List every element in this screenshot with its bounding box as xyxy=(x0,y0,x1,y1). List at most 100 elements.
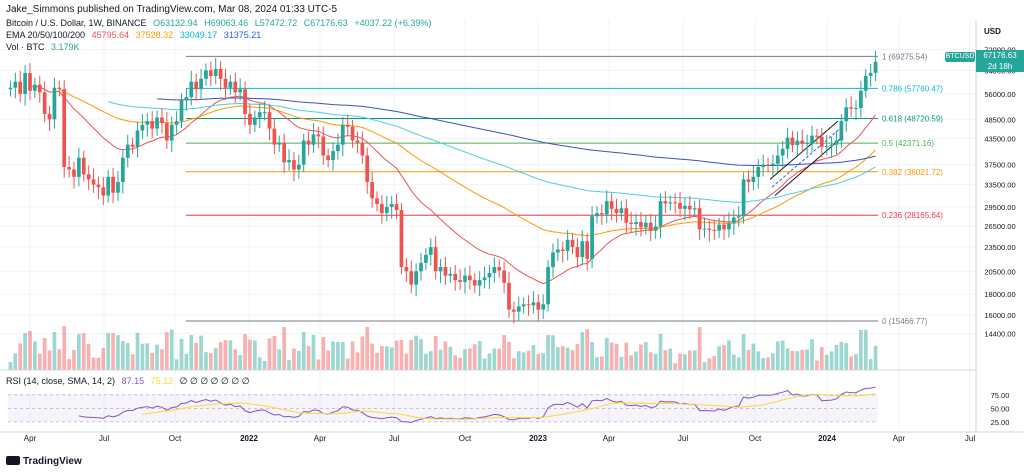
time-tick-label: 2024 xyxy=(818,434,836,443)
volume-bars xyxy=(8,326,878,370)
ohlc-close: C67176.63 xyxy=(303,18,348,28)
volume-bar xyxy=(179,339,184,370)
volume-bar xyxy=(316,359,321,370)
candle-body xyxy=(873,61,878,73)
volume-bar xyxy=(614,343,619,370)
volume-bar xyxy=(766,357,770,370)
volume-bar xyxy=(150,352,155,370)
candle-body xyxy=(458,280,462,282)
volume-bar xyxy=(360,336,365,370)
candle-body xyxy=(262,112,267,114)
volume-bar xyxy=(800,349,805,370)
price-tick-label: 16000.00 xyxy=(984,311,1015,320)
ema200-line xyxy=(157,97,876,166)
rsi-label: RSI (14, close, SMA, 14, 2) xyxy=(6,376,116,386)
ema50-line xyxy=(59,88,876,237)
volume-bar xyxy=(384,346,389,370)
candle-body xyxy=(208,70,213,76)
candle-body xyxy=(771,163,775,166)
volume-bar xyxy=(72,349,76,370)
volume-bar xyxy=(575,343,580,370)
candle-body xyxy=(360,142,365,156)
volume-bar xyxy=(135,332,140,370)
candle-body xyxy=(727,223,731,230)
candle-body xyxy=(238,89,243,93)
candle-body xyxy=(536,302,541,310)
volume-bar xyxy=(257,357,262,370)
volume-bar xyxy=(551,335,555,370)
volume-bar xyxy=(287,360,291,370)
candle-body xyxy=(150,121,155,129)
volume-bar xyxy=(228,340,233,370)
volume-bar xyxy=(233,349,238,370)
volume-bar xyxy=(507,342,511,370)
candle-body xyxy=(316,134,321,137)
candle-body xyxy=(819,136,824,147)
tradingview-footer[interactable]: TradingView xyxy=(6,456,82,467)
time-tick-label: Apr xyxy=(24,434,37,443)
rsi-placeholders: ∅ ∅ ∅ ∅ ∅ ∅ ∅ xyxy=(179,376,250,386)
volume-bar xyxy=(252,340,257,370)
candle-body xyxy=(463,275,467,282)
candle-body xyxy=(91,179,96,185)
candle-body xyxy=(795,140,800,146)
candle-body xyxy=(321,136,326,156)
volume-bar xyxy=(267,338,272,370)
candle-body xyxy=(233,81,238,93)
candle-body xyxy=(194,81,199,90)
candle-body xyxy=(101,187,106,196)
candle-body xyxy=(868,72,873,76)
candle-body xyxy=(370,181,374,199)
time-tick-label: Oct xyxy=(749,434,762,443)
rsi-legend[interactable]: RSI (14, close, SMA, 14, 2) 87.15 75.12 … xyxy=(6,376,254,387)
rsi-tick-label: 50.00 xyxy=(991,404,1010,413)
candle-body xyxy=(834,140,839,145)
volume-bar xyxy=(199,335,203,370)
candle-body xyxy=(482,277,487,281)
volume-bar xyxy=(340,342,345,370)
candle-body xyxy=(419,262,423,272)
ema-legend[interactable]: EMA 20/50/100/200 45795.64 37528.32 3304… xyxy=(6,30,265,41)
candle-body xyxy=(394,204,399,211)
volume-bar xyxy=(145,343,150,370)
candle-body xyxy=(526,304,531,306)
volume-bar xyxy=(160,349,164,370)
volume-bar xyxy=(502,335,506,370)
candle-body xyxy=(697,208,702,230)
candle-body xyxy=(683,205,687,209)
volume-bar xyxy=(438,349,443,370)
volume-bar xyxy=(13,353,18,370)
candle-body xyxy=(624,208,629,223)
volume-bar xyxy=(531,345,536,370)
volume-bar xyxy=(409,339,414,370)
footer-brand: TradingView xyxy=(23,456,82,467)
candle-body xyxy=(614,208,619,214)
ohlc-high: H69063.46 xyxy=(204,18,249,28)
candle-body xyxy=(785,137,790,149)
published-by: Jake_Simmons published on TradingView.co… xyxy=(6,4,338,15)
time-tick-label: Jul xyxy=(965,434,975,443)
volume-bar xyxy=(761,358,765,370)
candle-body xyxy=(443,267,448,276)
volume-bar xyxy=(389,347,394,370)
volume-bar xyxy=(604,337,609,370)
rsi-tick-label: 75.00 xyxy=(991,391,1010,400)
volume-bar xyxy=(516,351,521,370)
time-tick-label: Apr xyxy=(893,434,906,443)
volume-bar xyxy=(262,361,267,370)
volume-label: Vol · BTC xyxy=(6,42,45,52)
ema-label: EMA 20/50/100/200 xyxy=(6,30,86,40)
volume-bar xyxy=(731,354,736,370)
candle-body xyxy=(23,73,27,94)
candle-body xyxy=(810,135,814,143)
candle-body xyxy=(702,228,707,230)
candle-body xyxy=(854,108,858,110)
candle-body xyxy=(722,224,726,230)
volume-bar xyxy=(482,358,487,370)
volume-bar xyxy=(477,341,482,370)
time-tick-label: Apr xyxy=(314,434,327,443)
volume-legend[interactable]: Vol · BTC 3.179K xyxy=(6,42,84,53)
candle-body xyxy=(653,226,658,231)
volume-bar xyxy=(795,351,800,370)
